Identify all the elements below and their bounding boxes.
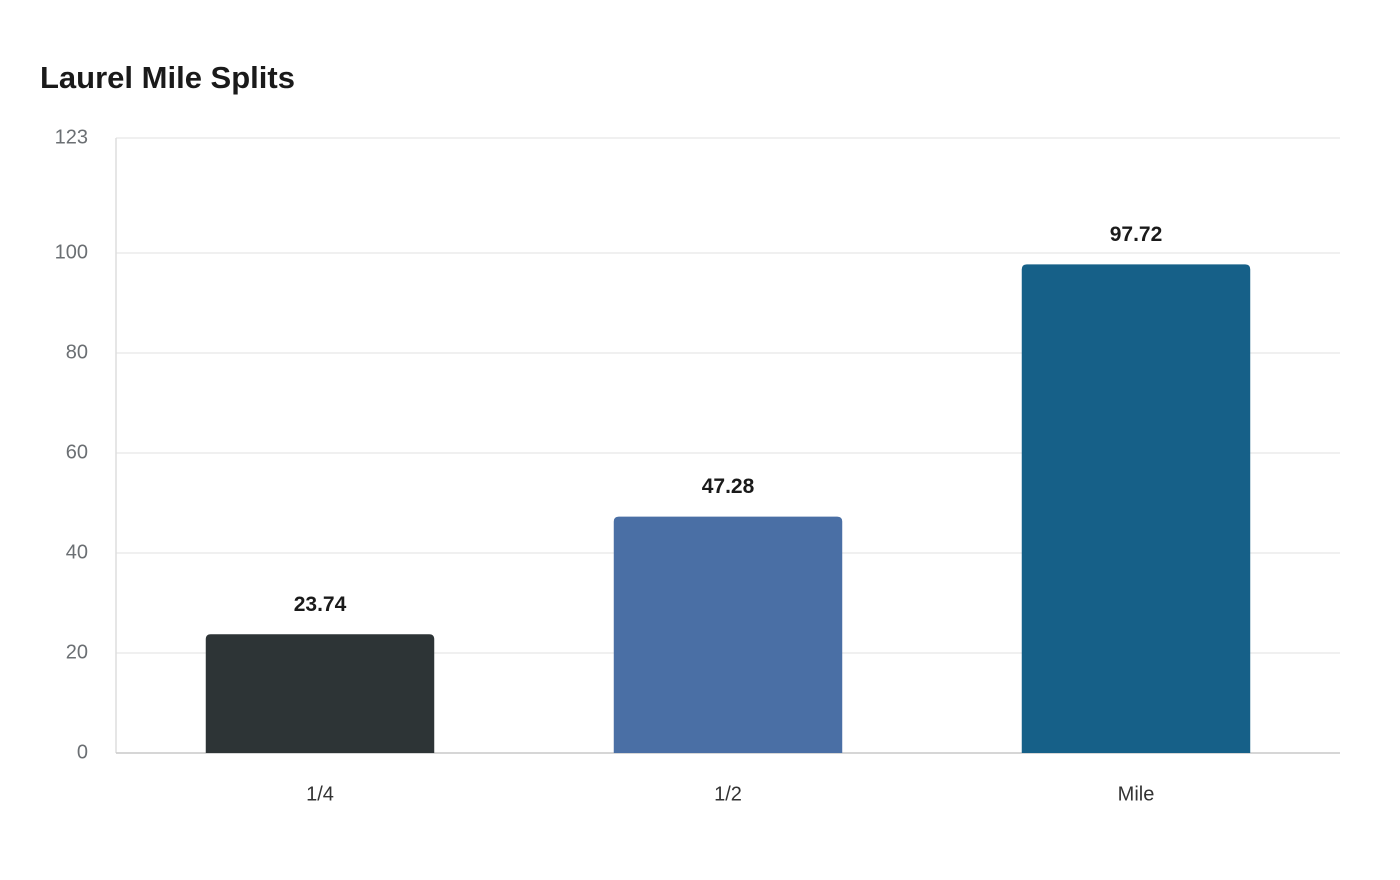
y-tick-label: 60 bbox=[66, 441, 88, 463]
data-label: 47.28 bbox=[702, 475, 755, 498]
data-label: 23.74 bbox=[294, 593, 347, 616]
x-tick-label: 1/4 bbox=[306, 783, 334, 805]
x-tick-label: Mile bbox=[1118, 783, 1155, 805]
bar bbox=[613, 516, 843, 753]
x-tick-label: 1/2 bbox=[714, 783, 742, 805]
y-tick-label: 123 bbox=[55, 126, 88, 148]
y-tick-label: 40 bbox=[66, 541, 88, 563]
bar bbox=[1021, 264, 1251, 753]
y-tick-label: 100 bbox=[55, 241, 88, 263]
bar bbox=[205, 634, 435, 753]
y-tick-label: 80 bbox=[66, 341, 88, 363]
y-tick-label: 20 bbox=[66, 641, 88, 663]
y-tick-label: 0 bbox=[77, 741, 88, 763]
data-label: 97.72 bbox=[1110, 223, 1163, 246]
chart-title: Laurel Mile Splits bbox=[40, 60, 295, 95]
